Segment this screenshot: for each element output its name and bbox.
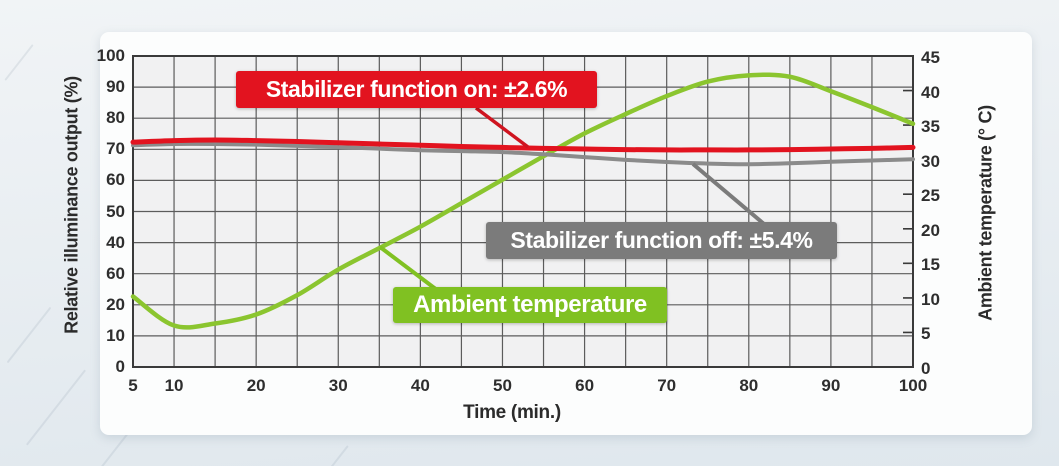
x-axis-tick: 70	[657, 376, 677, 395]
left-axis-tick: 0	[115, 357, 125, 376]
right-axis-tick: 35	[921, 117, 940, 137]
left-axis-tick: 10	[106, 325, 125, 345]
right-axis-tick: 45	[921, 48, 940, 67]
stabilizer-on-callout: Stabilizer function on: ±2.6%	[236, 71, 597, 108]
left-axis-tick: 60	[106, 170, 125, 190]
x-axis-tick: 30	[328, 376, 348, 395]
stabilizer-off-callout: Stabilizer function off: ±5.4%	[486, 222, 837, 259]
x-axis-tick: 5	[128, 376, 138, 395]
right-axis-tick: 15	[921, 255, 940, 275]
right-axis-title: Ambient temperature (° C)	[975, 105, 996, 321]
left-axis-tick: 90	[106, 77, 125, 97]
ambient-temperature-callout: Ambient temperature	[393, 287, 667, 323]
right-axis-tick: 25	[921, 186, 940, 206]
left-axis-tick: 40	[106, 232, 125, 252]
left-axis-tick: 80	[106, 108, 125, 128]
right-axis-tick: 20	[921, 220, 940, 240]
x-axis-title: Time (min.)	[463, 402, 561, 423]
x-axis-tick: 100	[898, 376, 928, 395]
right-axis-tick: 0	[921, 359, 931, 378]
x-axis-tick: 50	[493, 376, 512, 395]
right-axis-tick: 30	[921, 151, 940, 171]
right-axis-tick: 10	[921, 289, 940, 309]
x-axis-tick: 10	[164, 376, 184, 395]
left-axis-tick: 50	[106, 201, 125, 221]
x-axis-tick: 60	[575, 376, 595, 395]
left-axis-tick: 60	[106, 263, 125, 283]
left-axis-tick: 20	[106, 294, 125, 314]
right-axis-tick: 5	[921, 324, 931, 344]
x-axis-tick: 80	[739, 376, 759, 395]
right-axis-tick: 40	[921, 82, 940, 102]
left-axis-tick: 70	[106, 139, 125, 159]
x-axis-tick: 40	[410, 376, 430, 395]
left-axis-tick: 100	[96, 46, 125, 65]
x-axis-tick: 90	[821, 376, 841, 395]
x-axis-tick: 20	[246, 376, 266, 395]
